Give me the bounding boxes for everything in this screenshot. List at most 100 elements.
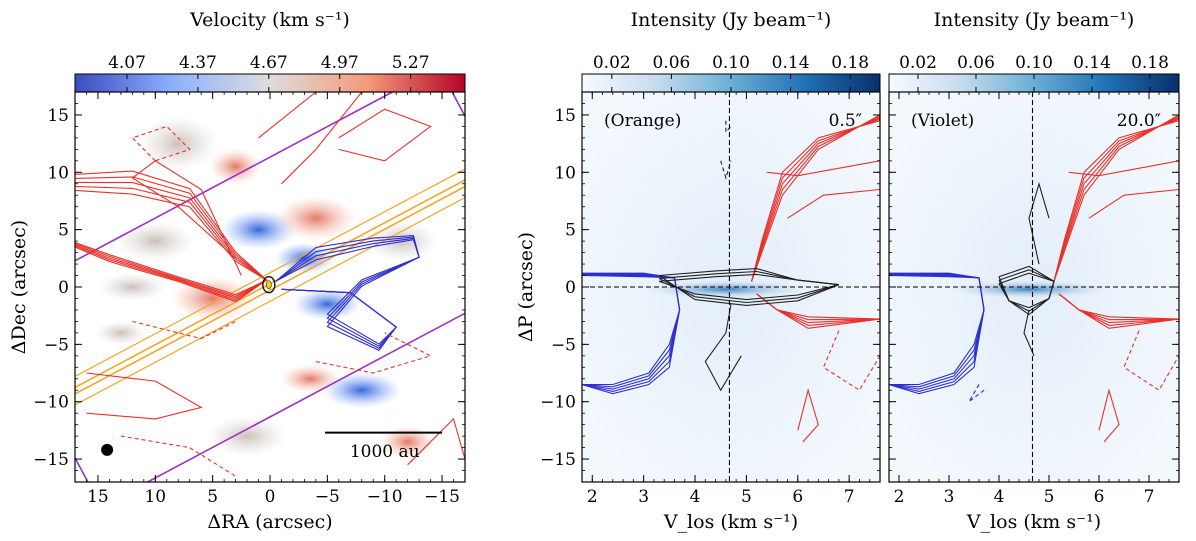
plot-frame bbox=[74, 91, 466, 483]
redshifted-contour bbox=[766, 160, 880, 177]
slit-orange bbox=[75, 179, 465, 395]
blueshifted-contour bbox=[582, 274, 681, 395]
redshifted-outflow-contour bbox=[315, 332, 433, 374]
colorbar-1: 4.07 4.37 4.67 4.97 5.27 Velocity (km s⁻¹) bbox=[74, 9, 466, 93]
redshifted-contour bbox=[1053, 114, 1179, 282]
blueshifted-outflow-contour bbox=[275, 235, 420, 351]
redshifted-outflow-contour bbox=[132, 320, 236, 340]
velocity-emission-patch bbox=[280, 364, 341, 393]
blueshifted-contour bbox=[582, 273, 681, 390]
blueshifted-contour bbox=[582, 273, 681, 388]
axes-1: 15 10 5 0 −5 −10 −15 −15 −10 −5 0 5 10 15 ΔRA (arcsec)… bbox=[8, 91, 466, 533]
colorbar-2: 0.02 0.06 0.10 0.14 0.18 Intensity (Jy beam⁻¹… bbox=[581, 9, 881, 93]
y-tick-label: 10 bbox=[47, 163, 69, 183]
blueshifted-contour bbox=[889, 273, 985, 390]
redshifted-contour bbox=[1053, 120, 1179, 282]
redshifted-contour bbox=[1068, 160, 1179, 177]
colorbar-tick-label: 4.67 bbox=[250, 53, 288, 73]
colorbar-tick-label: 0.18 bbox=[831, 53, 869, 73]
colorbar-tick-label: 4.07 bbox=[108, 53, 146, 73]
y-tick-label: 10 bbox=[554, 163, 576, 183]
colorbar-tick-label: 0.02 bbox=[899, 53, 937, 73]
redshifted-outflow-contour bbox=[75, 170, 268, 303]
velocity-emission-patch bbox=[379, 425, 436, 458]
redshifted-outflow-contour bbox=[131, 125, 191, 162]
colorbar-tick-label: 0.10 bbox=[712, 53, 750, 73]
colorbar-tick-label: 0.10 bbox=[1015, 53, 1053, 73]
y-tick-label: 0 bbox=[565, 278, 576, 298]
velocity-emission-patch bbox=[138, 115, 219, 172]
velocity-emission-patch bbox=[321, 372, 402, 409]
slit-width-label: 20.0″ bbox=[1117, 111, 1161, 131]
y-tick-label: −10 bbox=[540, 393, 576, 413]
velocity-emission-patch bbox=[98, 273, 167, 301]
redshifted-contour bbox=[1088, 188, 1179, 219]
redshifted-outflow-contour bbox=[131, 160, 242, 276]
y-tick-label: 15 bbox=[554, 106, 576, 126]
colorbar-tick-label: 0.18 bbox=[1131, 53, 1169, 73]
colorbar-tick-label: 0.02 bbox=[593, 53, 631, 73]
colorbar-gradient bbox=[74, 73, 466, 93]
redshifted-contour bbox=[756, 293, 880, 329]
axes-2: 2 3 4 5 6 7 −15 −10 −5 0 5 10 15 V_los (km s⁻¹) ΔP (ar… bbox=[515, 91, 881, 533]
pv-diagram-image-1: (Orange) 0.5″ bbox=[582, 92, 880, 482]
colorbar-title: Intensity (Jy beam⁻¹) bbox=[934, 9, 1135, 31]
redshifted-outflow-contour bbox=[86, 372, 203, 420]
y-tick-label: 15 bbox=[47, 106, 69, 126]
x-tick-label: 4 bbox=[994, 487, 1005, 507]
velocity-emission-patch bbox=[207, 416, 288, 457]
redshifted-outflow-contour bbox=[338, 108, 432, 162]
redshifted-contour bbox=[787, 188, 880, 219]
y-tick-label: 5 bbox=[565, 221, 576, 241]
colorbar-tick-label: 0.06 bbox=[652, 53, 690, 73]
x-tick-label: 5 bbox=[207, 487, 218, 507]
x-tick-label: 5 bbox=[741, 487, 752, 507]
colorbar-tick-label: 0.14 bbox=[1073, 53, 1111, 73]
colorbar-title: Velocity (km s⁻¹) bbox=[189, 9, 350, 31]
x-tick-label: 7 bbox=[844, 487, 855, 507]
x-tick-label: 2 bbox=[587, 487, 598, 507]
blueshifted-contour bbox=[889, 273, 985, 388]
redshifted-outflow-contour bbox=[258, 92, 363, 185]
pv-contour bbox=[1023, 309, 1035, 357]
velocity-emission-patch bbox=[274, 242, 335, 275]
colorbar-tick-label: 4.97 bbox=[321, 53, 359, 73]
x-tick-label: 10 bbox=[144, 487, 166, 507]
x-axis-label: V_los (km s⁻¹) bbox=[966, 511, 1101, 533]
pv-contour bbox=[704, 304, 742, 392]
colorbar-tick-label: 5.27 bbox=[392, 53, 430, 73]
y-tick-label: 5 bbox=[58, 221, 69, 241]
redshifted-contour bbox=[797, 388, 819, 443]
protostar-marker bbox=[262, 276, 276, 294]
x-tick-label: 5 bbox=[1044, 487, 1055, 507]
x-tick-label: 3 bbox=[638, 487, 649, 507]
y-tick-label: −5 bbox=[551, 335, 576, 355]
slit-label: (Orange) bbox=[604, 111, 681, 131]
pv-intensity-core bbox=[642, 280, 810, 299]
colorbar-title: Intensity (Jy beam⁻¹) bbox=[631, 9, 832, 31]
pv-intensity-core bbox=[947, 280, 1111, 299]
x-tick-label: 2 bbox=[894, 487, 905, 507]
velocity-emission-patch bbox=[275, 196, 356, 241]
plot-frame bbox=[888, 91, 1180, 483]
blueshifted-contour bbox=[889, 272, 985, 386]
redshifted-contour bbox=[1098, 388, 1120, 443]
colorbar-3: 0.02 0.06 0.10 0.14 0.18 Intensity (Jy beam⁻¹… bbox=[888, 9, 1180, 93]
x-tick-label: 15 bbox=[87, 487, 109, 507]
x-tick-label: −10 bbox=[367, 487, 403, 507]
slit-width-label: 0.5″ bbox=[829, 111, 862, 131]
pv-contour bbox=[998, 265, 1055, 316]
pv-contour bbox=[1028, 181, 1050, 265]
x-axis-label: ΔRA (arcsec) bbox=[207, 511, 332, 533]
blueshifted-contour bbox=[889, 274, 985, 395]
x-tick-label: 6 bbox=[1094, 487, 1105, 507]
redshifted-contour bbox=[751, 114, 880, 282]
velocity-emission-patch bbox=[94, 320, 147, 345]
colorbar-tick-label: 0.14 bbox=[772, 53, 810, 73]
velocity-emission-patch bbox=[115, 221, 196, 262]
redshifted-contour bbox=[1058, 293, 1179, 329]
y-tick-label: 0 bbox=[58, 278, 69, 298]
x-tick-label: 7 bbox=[1144, 487, 1155, 507]
x-tick-label: 6 bbox=[792, 487, 803, 507]
